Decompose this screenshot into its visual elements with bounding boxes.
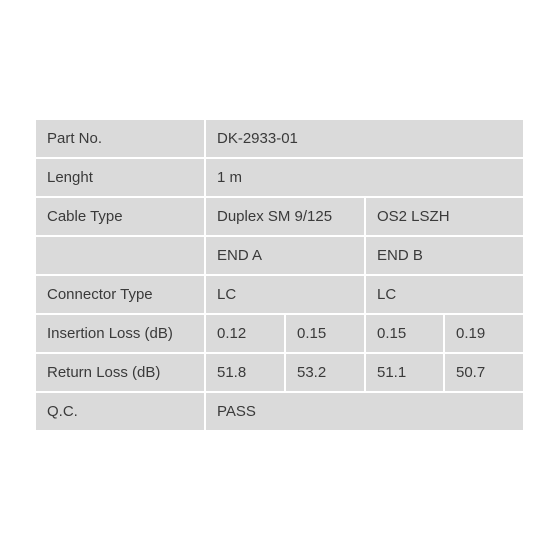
value-cell: LC bbox=[206, 276, 364, 313]
label-cell: Part No. bbox=[36, 120, 204, 157]
value-cell: PASS bbox=[206, 393, 524, 430]
value-cell: LC bbox=[366, 276, 524, 313]
value-cell: 51.1 bbox=[366, 354, 443, 391]
value-cell: 0.19 bbox=[445, 315, 524, 352]
label-cell: Lenght bbox=[36, 159, 204, 196]
row: END A END B bbox=[36, 237, 524, 274]
label-cell: Q.C. bbox=[36, 393, 204, 430]
row: Return Loss (dB) 51.8 53.2 51.1 50.7 bbox=[36, 354, 524, 391]
row: Connector Type LC LC bbox=[36, 276, 524, 313]
row: Part No. DK-2933-01 bbox=[36, 120, 524, 157]
value-cell: END A bbox=[206, 237, 364, 274]
row: Q.C. PASS bbox=[36, 393, 524, 430]
value-cell: 51.8 bbox=[206, 354, 284, 391]
label-cell: Return Loss (dB) bbox=[36, 354, 204, 391]
label-cell: Cable Type bbox=[36, 198, 204, 235]
row: Lenght 1 m bbox=[36, 159, 524, 196]
label-cell: Insertion Loss (dB) bbox=[36, 315, 204, 352]
value-cell: 0.15 bbox=[366, 315, 443, 352]
empty-cell bbox=[36, 237, 204, 274]
label-cell: Connector Type bbox=[36, 276, 204, 313]
value-cell: 53.2 bbox=[286, 354, 364, 391]
value-cell: END B bbox=[366, 237, 524, 274]
value-cell: 1 m bbox=[206, 159, 524, 196]
value-cell: Duplex SM 9/125 bbox=[206, 198, 364, 235]
value-cell: DK-2933-01 bbox=[206, 120, 524, 157]
row: Cable Type Duplex SM 9/125 OS2 LSZH bbox=[36, 198, 524, 235]
spec-table: Part No. DK-2933-01 Lenght 1 m Cable Typ… bbox=[34, 118, 525, 432]
value-cell: OS2 LSZH bbox=[366, 198, 524, 235]
value-cell: 50.7 bbox=[445, 354, 524, 391]
value-cell: 0.15 bbox=[286, 315, 364, 352]
value-cell: 0.12 bbox=[206, 315, 284, 352]
row: Insertion Loss (dB) 0.12 0.15 0.15 0.19 bbox=[36, 315, 524, 352]
